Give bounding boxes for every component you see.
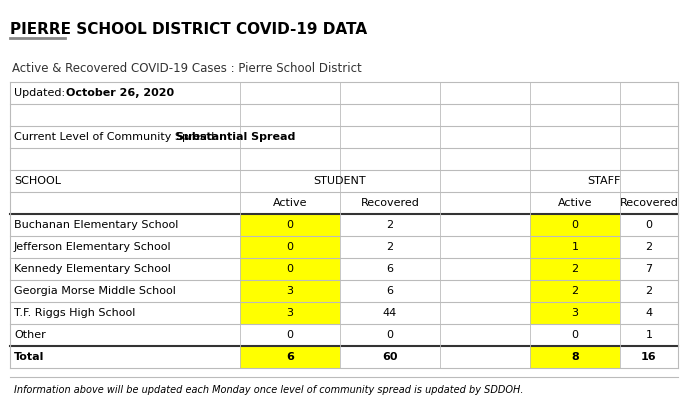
Bar — [530, 214, 620, 236]
Text: 6: 6 — [387, 264, 394, 274]
Text: 2: 2 — [572, 264, 579, 274]
Text: STAFF: STAFF — [588, 176, 621, 186]
Text: Recovered: Recovered — [620, 198, 678, 208]
Bar — [240, 214, 340, 236]
Text: 3: 3 — [286, 308, 294, 318]
Text: Recovered: Recovered — [361, 198, 420, 208]
Bar — [530, 236, 620, 258]
Text: Kennedy Elementary School: Kennedy Elementary School — [14, 264, 171, 274]
Text: PIERRE SCHOOL DISTRICT COVID-19 DATA: PIERRE SCHOOL DISTRICT COVID-19 DATA — [10, 22, 367, 37]
Text: 4: 4 — [645, 308, 652, 318]
Text: Active: Active — [558, 198, 592, 208]
Text: Total: Total — [14, 352, 44, 362]
Text: Updated:: Updated: — [14, 88, 69, 98]
Text: 6: 6 — [286, 352, 294, 362]
Text: October 26, 2020: October 26, 2020 — [66, 88, 174, 98]
Text: 0: 0 — [572, 330, 579, 340]
Text: Active: Active — [272, 198, 308, 208]
Text: 3: 3 — [286, 286, 294, 296]
Text: 6: 6 — [387, 286, 394, 296]
Bar — [240, 258, 340, 280]
Bar — [530, 280, 620, 302]
Text: T.F. Riggs High School: T.F. Riggs High School — [14, 308, 136, 318]
Bar — [240, 302, 340, 324]
Bar — [530, 302, 620, 324]
Text: 2: 2 — [645, 242, 652, 252]
Bar — [240, 236, 340, 258]
Text: 0: 0 — [286, 264, 294, 274]
Bar — [530, 258, 620, 280]
Text: 2: 2 — [387, 220, 394, 230]
Text: 0: 0 — [286, 242, 294, 252]
Text: Active & Recovered COVID-19 Cases : Pierre School District: Active & Recovered COVID-19 Cases : Pier… — [12, 62, 362, 75]
Text: 2: 2 — [645, 286, 652, 296]
Text: SCHOOL: SCHOOL — [14, 176, 61, 186]
Text: 8: 8 — [571, 352, 579, 362]
Text: Georgia Morse Middle School: Georgia Morse Middle School — [14, 286, 176, 296]
Text: STUDENT: STUDENT — [314, 176, 366, 186]
Bar — [240, 346, 340, 368]
Text: 0: 0 — [286, 330, 294, 340]
Text: Other: Other — [14, 330, 45, 340]
Text: 1: 1 — [572, 242, 579, 252]
Text: Information above will be updated each Monday once level of community spread is : Information above will be updated each M… — [14, 385, 524, 395]
Bar — [530, 346, 620, 368]
Text: Buchanan Elementary School: Buchanan Elementary School — [14, 220, 178, 230]
Text: 7: 7 — [645, 264, 652, 274]
Text: 0: 0 — [645, 220, 652, 230]
Bar — [240, 280, 340, 302]
Text: 16: 16 — [641, 352, 657, 362]
Text: Jefferson Elementary School: Jefferson Elementary School — [14, 242, 171, 252]
Text: Current Level of Community Spread:: Current Level of Community Spread: — [14, 132, 222, 142]
Text: 1: 1 — [645, 330, 652, 340]
Text: 2: 2 — [387, 242, 394, 252]
Text: 0: 0 — [286, 220, 294, 230]
Text: 0: 0 — [387, 330, 394, 340]
Text: Substantial Spread: Substantial Spread — [176, 132, 295, 142]
Text: 60: 60 — [383, 352, 398, 362]
Text: 0: 0 — [572, 220, 579, 230]
Text: 3: 3 — [572, 308, 579, 318]
Text: 44: 44 — [383, 308, 397, 318]
Text: 2: 2 — [572, 286, 579, 296]
